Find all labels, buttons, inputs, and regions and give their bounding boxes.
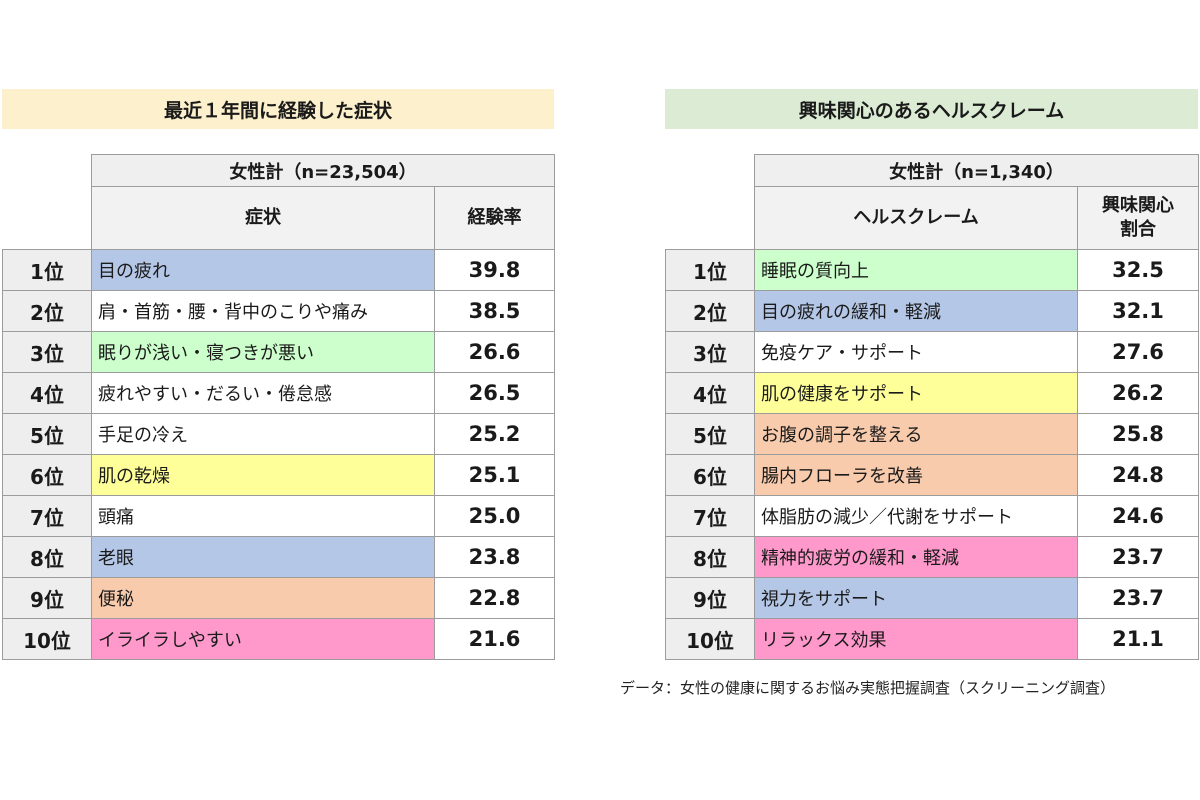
rank-cell: 6位 <box>2 454 92 496</box>
table-row: 3位 免疫ケア・サポート 27.6 <box>665 331 1199 373</box>
item-cell: 便秘 <box>91 577 435 619</box>
item-cell: 目の疲れの緩和・軽減 <box>754 290 1078 332</box>
column-header-rate: 経験率 <box>433 186 556 250</box>
table-row: 5位 お腹の調子を整える 25.8 <box>665 413 1199 455</box>
rank-cell: 2位 <box>665 290 755 332</box>
value-cell: 23.8 <box>433 536 556 578</box>
item-cell: 眠りが浅い・寝つきが悪い <box>91 331 435 373</box>
health-claims-table: 女性計（n=1,340） ヘルスクレーム 興味関心 割合 1位 睡眠の質向上 32.… <box>665 154 1199 660</box>
value-cell: 24.8 <box>1077 454 1199 496</box>
item-cell: 手足の冷え <box>91 413 435 455</box>
item-cell: 精神的疲労の緩和・軽減 <box>754 536 1078 578</box>
value-cell: 24.6 <box>1077 495 1199 537</box>
table-row: 6位 肌の乾燥 25.1 <box>2 454 556 496</box>
item-cell: 目の疲れ <box>91 249 435 291</box>
table-row: 4位 疲れやすい・だるい・倦怠感 26.5 <box>2 372 556 414</box>
value-cell: 26.2 <box>1077 372 1199 414</box>
item-cell: 睡眠の質向上 <box>754 249 1078 291</box>
rank-cell: 3位 <box>665 331 755 373</box>
total-sample-header: 女性計（n=23,504） <box>90 154 556 187</box>
value-cell: 23.7 <box>1077 577 1199 619</box>
rank-cell: 7位 <box>665 495 755 537</box>
rank-cell: 10位 <box>2 618 92 660</box>
value-cell: 21.1 <box>1077 618 1199 660</box>
rank-cell: 2位 <box>2 290 92 332</box>
table-row: 9位 便秘 22.8 <box>2 577 556 619</box>
table-row: 2位 目の疲れの緩和・軽減 32.1 <box>665 290 1199 332</box>
item-cell: 肌の健康をサポート <box>754 372 1078 414</box>
value-cell: 22.8 <box>433 577 556 619</box>
table-row: 8位 老眼 23.8 <box>2 536 556 578</box>
rank-cell: 9位 <box>665 577 755 619</box>
value-cell: 32.1 <box>1077 290 1199 332</box>
value-cell: 23.7 <box>1077 536 1199 578</box>
value-cell: 25.8 <box>1077 413 1199 455</box>
table-row: 3位 眠りが浅い・寝つきが悪い 26.6 <box>2 331 556 373</box>
value-cell: 21.6 <box>433 618 556 660</box>
rank-cell: 5位 <box>2 413 92 455</box>
value-cell: 25.0 <box>433 495 556 537</box>
right-section-title: 興味関心のあるヘルスクレーム <box>665 89 1198 129</box>
value-cell: 27.6 <box>1077 331 1199 373</box>
symptoms-table: 女性計（n=23,504） 症状 経験率 1位 目の疲れ 39.8 2位 肩・首筋・腰・… <box>2 154 556 660</box>
table-row: 9位 視力をサポート 23.7 <box>665 577 1199 619</box>
rank-cell: 8位 <box>2 536 92 578</box>
rank-cell: 7位 <box>2 495 92 537</box>
value-cell: 38.5 <box>433 290 556 332</box>
rank-cell: 8位 <box>665 536 755 578</box>
rank-cell: 1位 <box>665 249 755 291</box>
table-row: 4位 肌の健康をサポート 26.2 <box>665 372 1199 414</box>
rank-cell: 6位 <box>665 454 755 496</box>
item-cell: 腸内フローラを改善 <box>754 454 1078 496</box>
table-row: 10位 イライラしやすい 21.6 <box>2 618 556 660</box>
rank-cell: 4位 <box>2 372 92 414</box>
header-line-2: 割合 <box>1120 219 1156 240</box>
value-cell: 32.5 <box>1077 249 1199 291</box>
value-cell: 25.2 <box>433 413 556 455</box>
header-line-1: 興味関心 <box>1102 194 1174 216</box>
item-cell: 視力をサポート <box>754 577 1078 619</box>
rank-cell: 3位 <box>2 331 92 373</box>
rank-cell: 10位 <box>665 618 755 660</box>
table-row: 5位 手足の冷え 25.2 <box>2 413 556 455</box>
item-cell: イライラしやすい <box>91 618 435 660</box>
table-row: 10位 リラックス効果 21.1 <box>665 618 1199 660</box>
item-cell: 頭痛 <box>91 495 435 537</box>
value-cell: 25.1 <box>433 454 556 496</box>
table-row: 8位 精神的疲労の緩和・軽減 23.7 <box>665 536 1199 578</box>
table-row: 1位 目の疲れ 39.8 <box>2 249 556 291</box>
value-cell: 39.8 <box>433 249 556 291</box>
item-cell: 疲れやすい・だるい・倦怠感 <box>91 372 435 414</box>
value-cell: 26.5 <box>433 372 556 414</box>
item-cell: 免疫ケア・サポート <box>754 331 1078 373</box>
item-cell: 肌の乾燥 <box>91 454 435 496</box>
table-row: 6位 腸内フローラを改善 24.8 <box>665 454 1199 496</box>
rank-cell: 9位 <box>2 577 92 619</box>
left-section-title: 最近１年間に経験した症状 <box>2 89 554 129</box>
value-cell: 26.6 <box>433 331 556 373</box>
rank-cell: 1位 <box>2 249 92 291</box>
item-cell: リラックス効果 <box>754 618 1078 660</box>
corner-blank <box>2 154 92 250</box>
table-row: 1位 睡眠の質向上 32.5 <box>665 249 1199 291</box>
table-row: 7位 体脂肪の減少／代謝をサポート 24.6 <box>665 495 1199 537</box>
table-row: 2位 肩・首筋・腰・背中のこりや痛み 38.5 <box>2 290 556 332</box>
item-cell: 老眼 <box>91 536 435 578</box>
column-header-symptom: 症状 <box>91 186 435 250</box>
corner-blank <box>665 154 755 250</box>
rank-cell: 4位 <box>665 372 755 414</box>
item-cell: お腹の調子を整える <box>754 413 1078 455</box>
total-sample-header: 女性計（n=1,340） <box>754 154 1199 187</box>
item-cell: 肩・首筋・腰・背中のこりや痛み <box>91 290 435 332</box>
item-cell: 体脂肪の減少／代謝をサポート <box>754 495 1078 537</box>
rank-cell: 5位 <box>665 413 755 455</box>
column-header-health-claim: ヘルスクレーム <box>754 186 1078 250</box>
source-note: データ：女性の健康に関するお悩み実態把握調査（スクリーニング調査） <box>620 679 1116 697</box>
table-row: 7位 頭痛 25.0 <box>2 495 556 537</box>
column-header-interest-rate: 興味関心 割合 <box>1077 186 1199 250</box>
